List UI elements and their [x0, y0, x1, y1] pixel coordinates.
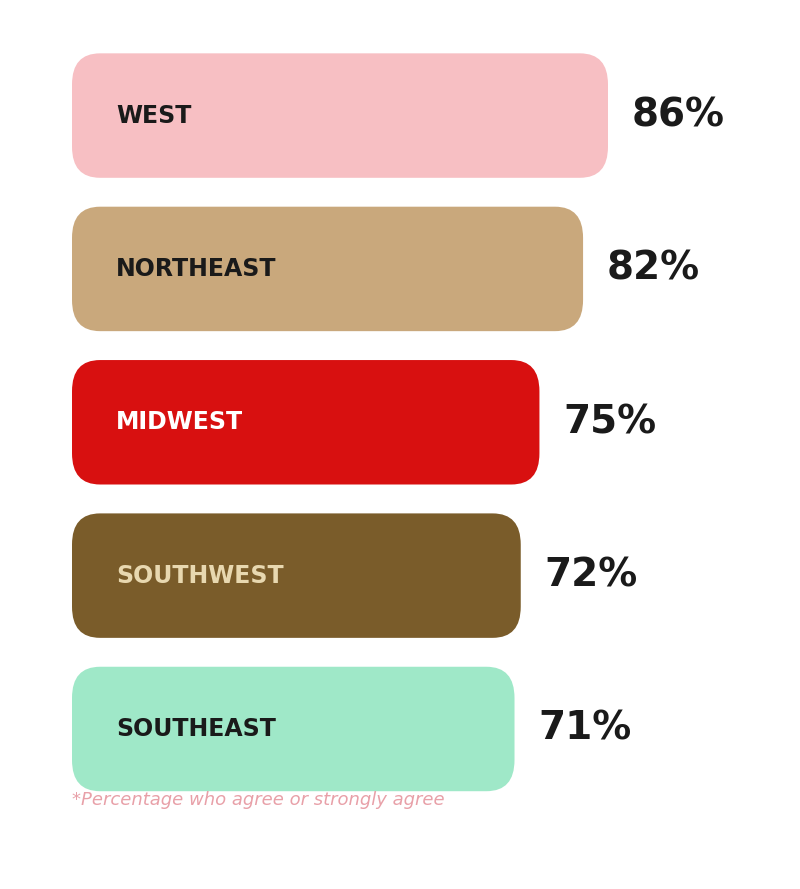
- FancyBboxPatch shape: [72, 206, 583, 331]
- FancyBboxPatch shape: [72, 360, 539, 485]
- Text: *Percentage who agree or strongly agree: *Percentage who agree or strongly agree: [72, 791, 445, 809]
- Text: 72%: 72%: [545, 557, 638, 595]
- FancyBboxPatch shape: [72, 667, 514, 791]
- Text: 71%: 71%: [538, 710, 632, 748]
- Text: 75%: 75%: [563, 404, 657, 441]
- Text: 86%: 86%: [632, 97, 725, 134]
- Text: WEST: WEST: [116, 104, 191, 127]
- Text: SOUTHEAST: SOUTHEAST: [116, 717, 276, 741]
- Text: 82%: 82%: [607, 250, 700, 288]
- Text: NORTHEAST: NORTHEAST: [116, 257, 277, 281]
- Text: MIDWEST: MIDWEST: [116, 411, 243, 434]
- Text: SOUTHWEST: SOUTHWEST: [116, 564, 284, 588]
- FancyBboxPatch shape: [72, 53, 608, 178]
- FancyBboxPatch shape: [72, 514, 521, 638]
